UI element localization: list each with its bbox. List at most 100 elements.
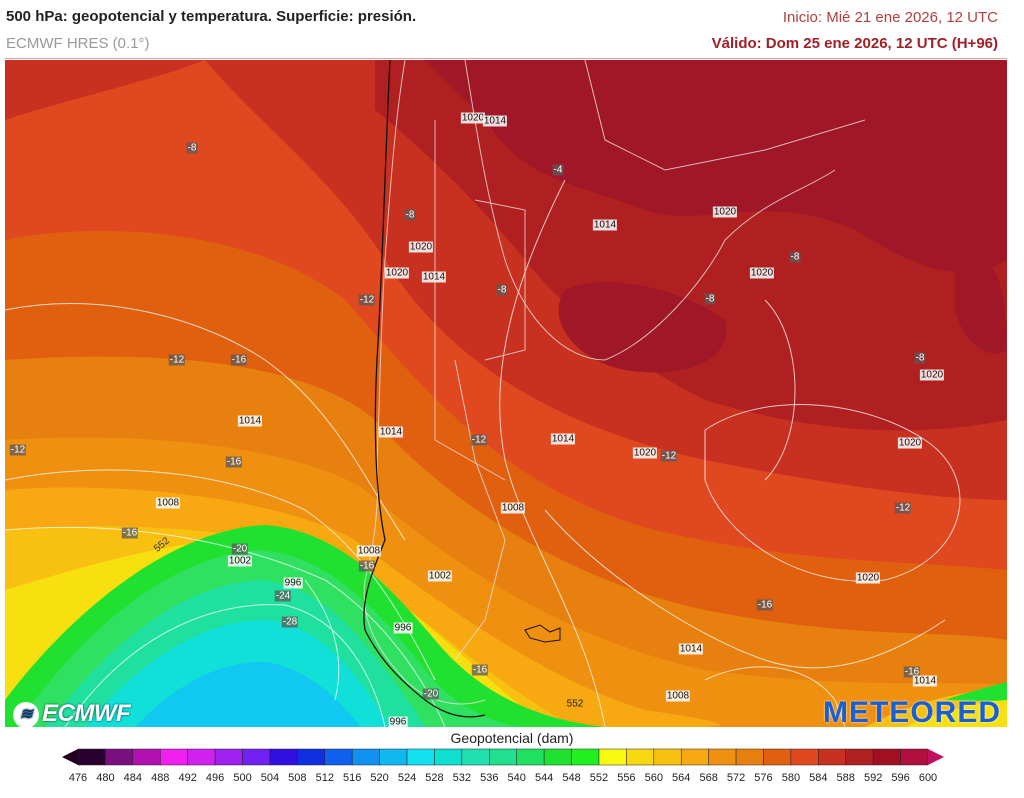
colorbar-cell: [763, 748, 792, 766]
chile-coastline: [363, 60, 486, 718]
colorbar-cell: [516, 748, 545, 766]
colorbar-cell: [598, 748, 627, 766]
colorbar-tick-label: 480: [96, 772, 115, 784]
colorbar-tick-label: 476: [68, 772, 88, 784]
colorbar-ticks: 476 480 484 488 492 496 500 504 508 512 516 520 524 5…: [0, 772, 1024, 788]
temp-label: -12: [9, 444, 27, 456]
pressure-label: 1020: [384, 267, 410, 279]
colorbar-tick-label: 532: [452, 772, 472, 784]
pressure-label: 1008: [155, 497, 181, 509]
colorbar-cell: [242, 748, 271, 766]
temp-label: -12: [168, 354, 186, 366]
pressure-label: 1014: [550, 433, 576, 445]
colorbar-over-triangle: [928, 749, 944, 765]
pressure-label: 1020: [632, 447, 658, 459]
temp-label: -24: [274, 590, 292, 602]
colorbar-tick-label: 580: [781, 772, 801, 784]
pressure-label: 1008: [356, 545, 382, 557]
colorbar-tick-label: 488: [151, 772, 170, 784]
ecmwf-logo-icon: ≋: [13, 701, 39, 727]
colorbar-cell: [132, 748, 161, 766]
colorbar-tick-label: 592: [863, 772, 883, 784]
temp-label: -12: [660, 450, 678, 462]
temp-label: -16: [756, 599, 774, 611]
colorbar-title: Geopotencial (dam): [450, 730, 574, 746]
pressure-label: 1014: [482, 115, 508, 127]
colorbar-cell: [653, 748, 682, 766]
colorbar-cell: [297, 748, 326, 766]
ecmwf-logo: ≋ ECMWF: [13, 700, 131, 727]
colorbar-cell: [845, 748, 874, 766]
colorbar-cell: [77, 748, 106, 766]
colorbar-cell: [160, 748, 188, 766]
temp-label: -4: [552, 164, 564, 176]
colorbar-cell: [543, 748, 572, 766]
temp-label: -12: [894, 502, 912, 514]
colorbar-tick-label: 536: [480, 772, 499, 784]
colorbar-tick-label: 552: [589, 772, 609, 784]
meteored-logo: METEORED: [822, 696, 1001, 727]
falklands: [524, 624, 561, 643]
header-divider: [5, 58, 1007, 59]
weather-map[interactable]: -8 1020 1014 -4 -8 1014 1020 1020 1020 1…: [5, 60, 1007, 727]
temp-label: -16: [358, 560, 376, 572]
colorbar-cell: [708, 748, 737, 766]
pressure-label: 1002: [427, 570, 453, 582]
colorbar-tick-label: 572: [726, 772, 746, 784]
ecmwf-logo-text: ECMWF: [42, 700, 131, 727]
temp-label: -8: [789, 251, 801, 263]
colorbar-cell: [790, 748, 819, 766]
colorbar-tick-label: 556: [617, 772, 636, 784]
colorbar-cell: [379, 748, 408, 766]
colorbar-cell: [900, 748, 929, 766]
colorbar-tick-label: 588: [836, 772, 855, 784]
colorbar-tick-label: 516: [343, 772, 362, 784]
band-592: [425, 60, 1007, 373]
colorbar-cell: [269, 748, 298, 766]
temp-label: -12: [358, 294, 376, 306]
contour-lines: [5, 179, 961, 727]
colorbar-cell: [489, 748, 517, 766]
temp-label: -16: [121, 527, 139, 539]
init-time: Inicio: Mié 21 ene 2026, 12 UTC: [782, 9, 998, 26]
colorbar-tick-label: 596: [891, 772, 910, 784]
colorbar-cell: [626, 748, 655, 766]
temp-label: -8: [704, 293, 716, 305]
temp-label: -16: [471, 664, 489, 676]
pressure-label: 1014: [592, 219, 618, 231]
colorbar-tick-label: 540: [507, 772, 526, 784]
colorbar-tick-label: 492: [178, 772, 197, 784]
colorbar-cell: [571, 748, 600, 766]
colorbar-cell: [406, 748, 435, 766]
colorbar-tick-label: 512: [315, 772, 334, 784]
pressure-label: 1014: [678, 643, 704, 655]
colorbar-tick-label: 528: [425, 772, 444, 784]
colorbar-cell: [818, 748, 846, 766]
colorbar-tick-label: 484: [123, 772, 143, 784]
temp-label: -20: [231, 543, 249, 555]
colorbar-tick-label: 564: [672, 772, 691, 784]
pressure-label: 1008: [500, 502, 526, 514]
temp-label: -8: [404, 209, 416, 221]
pressure-label: 1020: [749, 267, 775, 279]
colorbar-tick-label: 504: [260, 772, 280, 784]
colorbar-cell: [351, 748, 380, 766]
colorbar-cell: [434, 748, 463, 766]
height-label: 552: [566, 698, 584, 710]
map-title: 500 hPa: geopotencial y temperatura. Sup…: [6, 8, 417, 25]
pressure-label: 1020: [855, 572, 881, 584]
model-name: ECMWF HRES (0.1°): [6, 35, 150, 52]
pressure-label: 1002: [227, 555, 253, 567]
colorbar-cell: [461, 748, 490, 766]
temp-label: -16: [903, 666, 921, 678]
pressure-label: 1008: [665, 690, 691, 702]
pressure-label: 996: [388, 716, 408, 727]
colorbar-tick-label: 496: [205, 772, 225, 784]
temp-label: -16: [225, 456, 243, 468]
pressure-label: 1020: [460, 112, 486, 124]
colorbar-cell: [214, 748, 243, 766]
colorbar-tick-label: 560: [644, 772, 663, 784]
pressure-label: 1014: [237, 415, 263, 427]
colorbar-cell: [735, 748, 764, 766]
colorbar-tick-label: 600: [918, 772, 938, 784]
